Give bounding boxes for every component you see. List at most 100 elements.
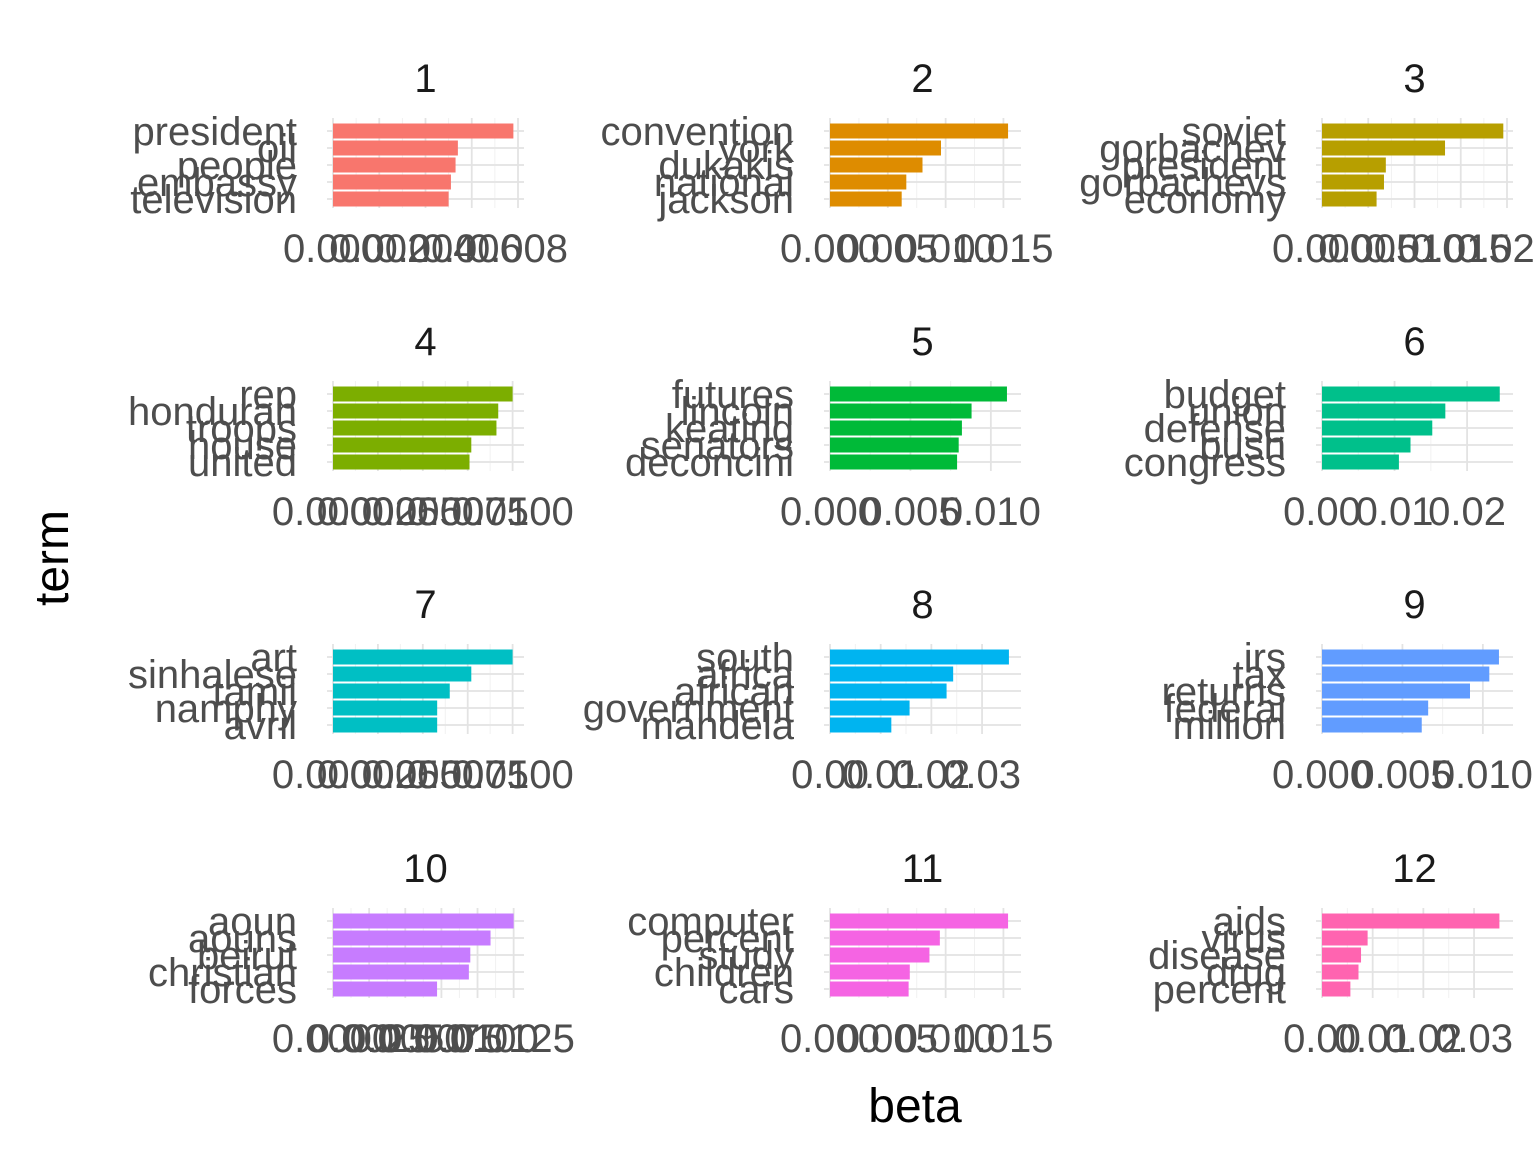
bar-disease <box>1322 947 1362 963</box>
x-tick-label: 0.0100 <box>451 490 573 534</box>
bar-budget <box>1322 386 1500 402</box>
bar-aoun <box>333 913 514 929</box>
facet-title: 7 <box>414 583 436 627</box>
term-label: jackson <box>657 178 794 222</box>
term-label: budget <box>1164 373 1286 417</box>
x-tick-label: 0.005 <box>1318 227 1418 271</box>
term-label: tamil <box>213 670 297 714</box>
bar-deconcini <box>830 454 958 470</box>
y-axis-title: term <box>26 510 79 606</box>
bar-york <box>830 140 941 156</box>
term-label: avril <box>224 704 297 748</box>
bar-jackson <box>830 191 902 207</box>
term-label: senators <box>641 424 794 468</box>
term-label: rep <box>239 373 297 417</box>
term-label: troops <box>186 407 297 451</box>
x-tick-label: 0.002 <box>329 227 429 271</box>
term-label: cars <box>718 968 794 1012</box>
bar-defense <box>1322 420 1433 436</box>
x-tick-label: 0.0000 <box>272 1017 394 1061</box>
bar-dukakis <box>830 157 923 173</box>
x-tick-label: 0.02 <box>892 753 970 797</box>
term-label: beirut <box>197 934 297 978</box>
term-label: embassy <box>137 161 297 205</box>
facet-panel: 3 sovietgorbachevpresidentgorbachevsecono… <box>1079 57 1536 271</box>
term-label: united <box>188 441 297 485</box>
bar-cars <box>830 981 909 997</box>
facet-panel: 11computerpercentstudychildrencars0.0000… <box>627 847 1053 1061</box>
x-tick-label: 0.004 <box>375 227 475 271</box>
facet-title: 1 <box>414 57 436 101</box>
x-tick-label: 0.015 <box>953 227 1053 271</box>
facet-title: 4 <box>414 320 436 364</box>
bar-south <box>830 649 1009 665</box>
x-tick-label: 0.015 <box>1411 227 1511 271</box>
term-label: study <box>698 934 794 978</box>
bar-oil <box>333 140 458 156</box>
x-tick-label: 0.00 <box>791 753 869 797</box>
term-label: keating <box>665 407 794 451</box>
bar-honduran <box>333 403 499 419</box>
x-tick-label: 0.0050 <box>344 1017 466 1061</box>
bar-lincoln <box>830 403 972 419</box>
x-tick-label: 0.000 <box>1272 227 1372 271</box>
x-tick-label: 0.010 <box>1364 227 1464 271</box>
bar-president <box>1322 157 1386 173</box>
bar-returns <box>1322 683 1470 699</box>
bar-africa <box>830 666 954 682</box>
bar-irs <box>1322 649 1499 665</box>
term-label: aids <box>1213 900 1286 944</box>
term-label: people <box>177 144 297 188</box>
bar-embassy <box>333 174 451 190</box>
bar-children <box>830 964 910 980</box>
term-label: government <box>583 687 794 731</box>
x-tick-label: 0.010 <box>896 227 996 271</box>
x-axis-title: beta <box>868 1080 962 1133</box>
x-tick-label: 0.015 <box>953 1017 1053 1061</box>
bar-aouns <box>333 930 491 946</box>
bar-government <box>830 700 910 716</box>
term-label: drug <box>1206 951 1286 995</box>
bar-union <box>1322 403 1446 419</box>
x-tick-label: 0.01 <box>1356 490 1434 534</box>
x-tick-label: 0.0000 <box>272 753 394 797</box>
term-label: gorbachevs <box>1079 161 1286 205</box>
x-tick-label: 0.0025 <box>308 1017 430 1061</box>
term-label: aouns <box>188 917 297 961</box>
bar-people <box>333 157 456 173</box>
x-tick-label: 0.0025 <box>317 490 439 534</box>
bar-tax <box>1322 666 1490 682</box>
x-tick-label: 0.0050 <box>362 753 484 797</box>
term-label: economy <box>1124 178 1286 222</box>
bar-convention <box>830 123 1009 139</box>
x-tick-label: 0.02 <box>1428 490 1506 534</box>
bar-study <box>830 947 930 963</box>
facet-panel: 10aounaounsbeirutchristianforces0.00000.… <box>148 847 575 1061</box>
term-label: union <box>1188 390 1286 434</box>
bar-senators <box>830 437 959 453</box>
bar-drug <box>1322 964 1359 980</box>
bar-soviet <box>1322 123 1504 139</box>
x-tick-label: 0.0075 <box>407 490 529 534</box>
facet-title: 10 <box>403 847 448 891</box>
x-tick-label: 0.005 <box>860 490 960 534</box>
bar-national <box>830 174 907 190</box>
term-label: irs <box>1244 636 1286 680</box>
x-tick-label: 0.000 <box>283 227 383 271</box>
x-tick-label: 0.02 <box>1384 1017 1462 1061</box>
x-tick-label: 0.010 <box>941 490 1041 534</box>
x-tick-label: 0.0025 <box>317 753 439 797</box>
term-label: president <box>1121 144 1286 188</box>
term-label: returns <box>1162 670 1287 714</box>
x-tick-label: 0.005 <box>838 227 938 271</box>
facet-panel: 12aidsvirusdiseasedrugpercent0.000.010.0… <box>1148 847 1513 1061</box>
term-label: percent <box>1153 968 1286 1012</box>
facet-title: 2 <box>911 57 933 101</box>
facet-panels: 1presidentoilpeopleembassytelevision0.00… <box>128 57 1536 1061</box>
bar-keating <box>830 420 962 436</box>
